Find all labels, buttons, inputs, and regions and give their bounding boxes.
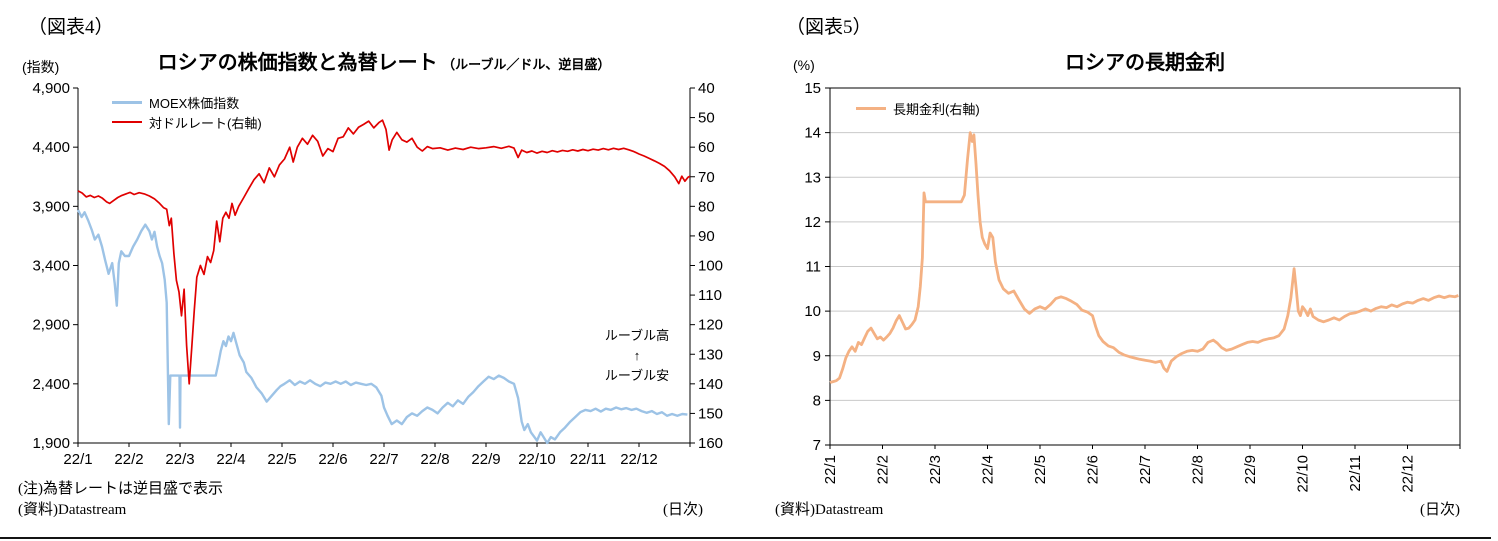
ruble-direction-annotation: ルーブル高 ↑ ルーブル安 (602, 326, 672, 386)
svg-text:22/3: 22/3 (927, 455, 944, 484)
right-chart-title: ロシアの長期金利 (1065, 52, 1225, 74)
left-axis-unit-label: (指数) (22, 59, 60, 75)
right-axis-unit-label: (%) (793, 57, 815, 73)
svg-text:3,900: 3,900 (32, 198, 70, 215)
svg-text:22/10: 22/10 (518, 451, 556, 468)
svg-text:11: 11 (805, 259, 821, 276)
svg-text:14: 14 (804, 125, 821, 142)
svg-text:22/5: 22/5 (1032, 455, 1049, 484)
svg-text:22/12: 22/12 (620, 451, 658, 468)
svg-text:2,900: 2,900 (32, 317, 70, 334)
svg-text:10: 10 (804, 303, 821, 320)
right-chart-frequency: (日次) (1420, 502, 1460, 518)
svg-text:130: 130 (698, 346, 723, 363)
left-chart-note: (注)為替レートは逆目盛で表示 (18, 481, 223, 497)
legend-item-usdrub: 対ドルレート(右軸) (112, 112, 262, 132)
svg-text:2,400: 2,400 (32, 376, 70, 393)
legend-label-usdrub: 対ドルレート(右軸) (149, 115, 262, 131)
svg-text:22/3: 22/3 (165, 451, 194, 468)
svg-text:22/12: 22/12 (1400, 455, 1417, 493)
left-chart-title: ロシアの株価指数と為替レート (157, 52, 438, 74)
right-chart-source: (資料)Datastream (775, 502, 884, 518)
svg-text:15: 15 (804, 80, 821, 97)
legend-label-moex: MOEX株価指数 (149, 95, 240, 111)
svg-text:9: 9 (813, 348, 821, 365)
svg-text:13: 13 (804, 169, 821, 186)
svg-text:4,400: 4,400 (32, 139, 70, 156)
svg-text:22/2: 22/2 (875, 455, 892, 484)
svg-text:1,900: 1,900 (32, 435, 70, 452)
svg-text:8: 8 (813, 392, 821, 409)
left-chart-plot: 4,900 4,400 3,900 3,400 2,900 2,400 1,900 40 50 6… (32, 80, 723, 468)
svg-text:22/11: 22/11 (1347, 455, 1364, 491)
left-chart-subtitle: （ルーブル／ドル、逆目盛） (442, 57, 611, 72)
left-legend: MOEX株価指数 対ドルレート(右軸) (112, 92, 262, 132)
ruble-strong-label: ルーブル高 (604, 328, 670, 343)
svg-text:90: 90 (698, 228, 715, 245)
svg-text:100: 100 (698, 258, 723, 275)
ruble-weak-label: ルーブル安 (604, 368, 670, 384)
svg-text:22/10: 22/10 (1295, 455, 1312, 493)
up-arrow-icon: ↑ (633, 348, 641, 364)
svg-text:50: 50 (698, 110, 715, 127)
svg-text:22/11: 22/11 (570, 451, 606, 468)
svg-text:22/1: 22/1 (63, 451, 92, 468)
svg-text:22/2: 22/2 (114, 451, 143, 468)
moex-line-swatch (112, 100, 142, 104)
rate-line-swatch (856, 106, 886, 110)
svg-text:80: 80 (698, 198, 715, 215)
svg-text:120: 120 (698, 317, 723, 334)
svg-text:150: 150 (698, 405, 723, 422)
svg-text:22/1: 22/1 (822, 455, 839, 484)
svg-text:22/4: 22/4 (980, 455, 997, 484)
right-legend: 長期金利(右軸) (856, 98, 980, 118)
svg-text:22/5: 22/5 (267, 451, 296, 468)
left-chart-source: (資料)Datastream (18, 502, 127, 518)
svg-text:4,900: 4,900 (32, 80, 70, 97)
svg-text:22/8: 22/8 (1190, 455, 1207, 484)
svg-text:22/7: 22/7 (369, 451, 398, 468)
left-chart-title-block: ロシアの株価指数と為替レート （ルーブル／ドル、逆目盛） (78, 46, 690, 75)
svg-text:110: 110 (698, 287, 722, 304)
svg-text:70: 70 (698, 169, 715, 186)
svg-text:7: 7 (813, 437, 821, 454)
legend-label-rate: 長期金利(右軸) (893, 101, 980, 117)
svg-text:22/9: 22/9 (471, 451, 500, 468)
right-series-0 (829, 131, 1459, 384)
svg-text:12: 12 (804, 214, 821, 231)
figure-5-label: （図表5） (786, 17, 872, 38)
left-series-0 (76, 209, 688, 445)
left-series-1 (77, 119, 691, 385)
svg-text:40: 40 (698, 80, 715, 97)
right-chart-plot: 15 14 13 12 11 10 9 8 722/1 22/2 22/3 22/4 22/5 22/6 2… (804, 80, 1461, 493)
svg-text:22/6: 22/6 (318, 451, 347, 468)
svg-text:60: 60 (698, 139, 715, 156)
svg-text:22/6: 22/6 (1085, 455, 1102, 484)
svg-text:22/7: 22/7 (1137, 455, 1154, 484)
left-chart-frequency: (日次) (663, 502, 703, 518)
figure-4-label: （図表4） (28, 17, 114, 38)
usdrub-line-swatch (112, 121, 142, 123)
legend-item-moex: MOEX株価指数 (112, 92, 262, 112)
right-chart-title-block: ロシアの長期金利 (830, 46, 1460, 75)
svg-text:140: 140 (698, 376, 723, 393)
svg-text:22/8: 22/8 (420, 451, 449, 468)
svg-text:22/4: 22/4 (216, 451, 245, 468)
svg-text:3,400: 3,400 (32, 258, 70, 275)
legend-item-rate: 長期金利(右軸) (856, 98, 980, 118)
svg-text:22/9: 22/9 (1242, 455, 1259, 484)
svg-text:160: 160 (698, 435, 723, 452)
page-bottom-border (0, 537, 1491, 539)
